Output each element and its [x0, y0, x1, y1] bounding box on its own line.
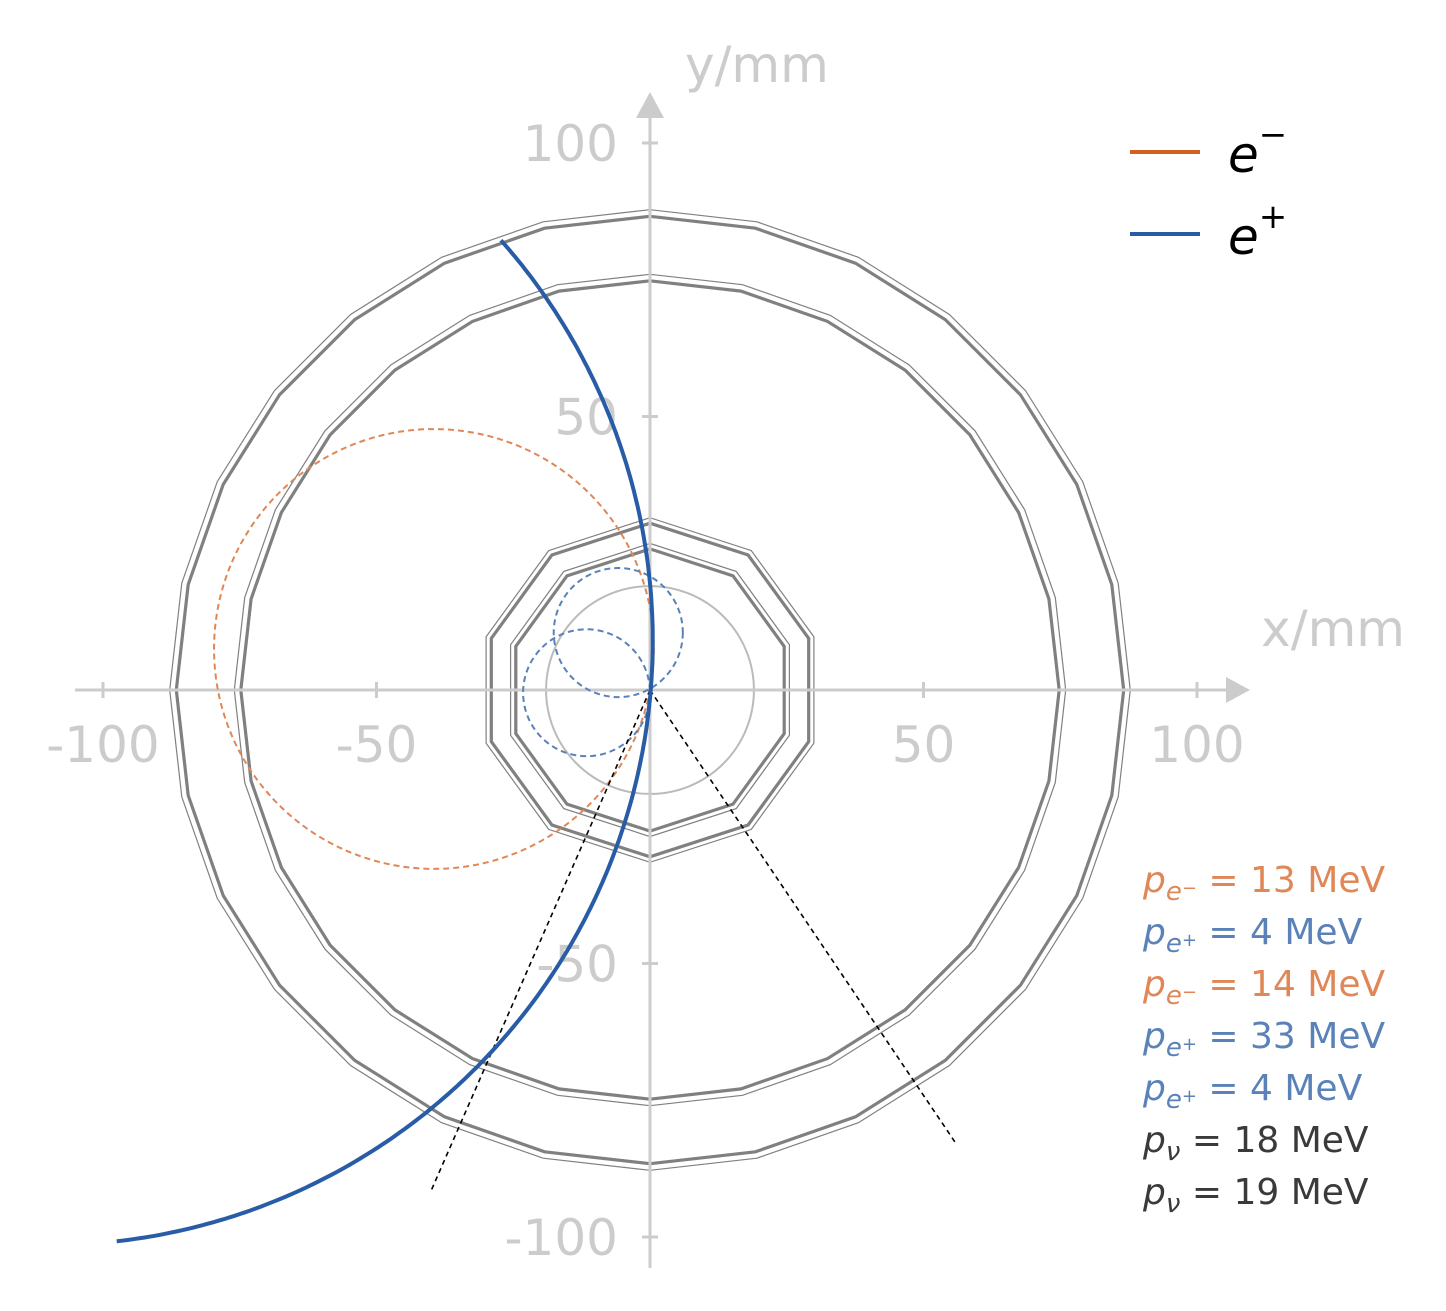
y-tick-label: -100	[505, 1209, 618, 1267]
momentum-label-6: pν = 18 MeV	[1142, 1120, 1369, 1167]
tracks	[116, 238, 957, 1244]
track-circle-e_plus_2	[552, 567, 684, 699]
legend-label-e_plus: e+	[1228, 197, 1287, 266]
x-tick-label: -100	[46, 716, 159, 774]
momentum-label-7: pν = 19 MeV	[1142, 1172, 1369, 1219]
track-arc-e_plus	[116, 238, 655, 1244]
track-circle-e_minus_1	[213, 428, 655, 870]
y-axis-arrow	[636, 92, 664, 118]
momentum-annotations: pe− = 13 MeV pe+ = 4 MeV pe− = 14 MeV pe+ =…	[1142, 860, 1385, 1219]
momentum-label-4: pe+ = 33 MeV	[1142, 1016, 1385, 1063]
momentum-label-1: pe− = 13 MeV	[1142, 860, 1385, 907]
axes: -100 -50 50 100 100 50 -50 -100 x/mm y/mm	[46, 36, 1405, 1268]
y-tick-label: -50	[536, 936, 618, 994]
legend: e− e+	[1130, 115, 1287, 266]
x-axis-title: x/mm	[1261, 600, 1405, 658]
legend-label-e_minus: e−	[1228, 115, 1287, 184]
momentum-label-2: pe+ = 4 MeV	[1142, 912, 1363, 959]
neutrino-line-nu_1	[430, 689, 651, 1191]
x-tick-label: 100	[1149, 716, 1244, 774]
y-tick-label: 50	[554, 389, 618, 447]
x-tick-label: 50	[892, 716, 956, 774]
y-tick-label: 100	[523, 115, 618, 173]
momentum-label-5: pe+ = 4 MeV	[1142, 1068, 1363, 1115]
momentum-label-3: pe− = 14 MeV	[1142, 964, 1385, 1011]
neutrino-line-nu_2	[649, 689, 957, 1145]
x-tick-label: -50	[336, 716, 418, 774]
track-circle-e_plus_3	[522, 628, 651, 758]
x-axis-arrow	[1226, 677, 1250, 703]
y-axis-title: y/mm	[685, 36, 829, 94]
